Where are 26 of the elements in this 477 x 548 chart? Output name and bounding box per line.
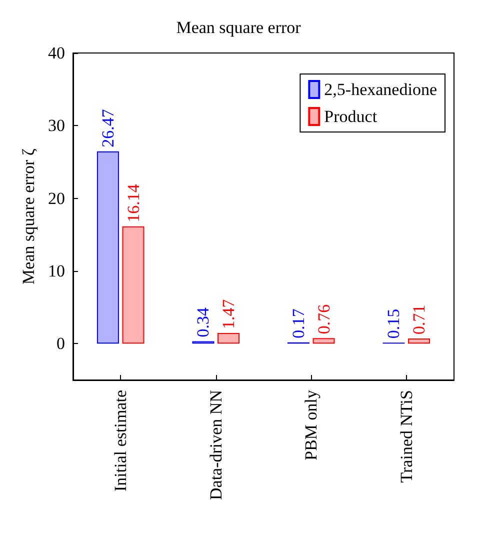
data-label: 26.47 <box>98 108 118 148</box>
bar <box>218 332 240 344</box>
data-label: 16.14 <box>124 184 143 222</box>
chart-title: Mean square error <box>176 18 302 37</box>
legend-label: Product <box>324 107 378 126</box>
x-tick-label: Trained NTiS <box>396 390 416 483</box>
y-tick-label: 40 <box>48 44 65 62</box>
y-tick-label: 10 <box>48 262 65 280</box>
data-label: 1.47 <box>219 298 238 329</box>
y-tick-label: 30 <box>48 116 65 136</box>
bar <box>312 338 335 344</box>
data-label: 0.76 <box>314 304 334 334</box>
bar <box>122 226 144 344</box>
data-label: 0.15 <box>384 308 404 339</box>
legend-label: 2,5-hexanedione <box>324 80 438 99</box>
data-label: 0.34 <box>194 306 213 338</box>
y-axis-title: Mean square error ζ <box>19 148 38 284</box>
x-tick-label: Data-driven NN <box>206 390 226 500</box>
bar <box>408 338 430 344</box>
x-tick-label: Initial estimate <box>111 390 130 492</box>
y-tick-label: 20 <box>48 188 65 208</box>
bar <box>96 151 119 344</box>
y-tick-label: 0 <box>56 334 65 354</box>
data-label: 0.71 <box>410 304 429 335</box>
data-label: 0.17 <box>288 308 308 338</box>
x-tick-label: PBM only <box>302 390 321 460</box>
